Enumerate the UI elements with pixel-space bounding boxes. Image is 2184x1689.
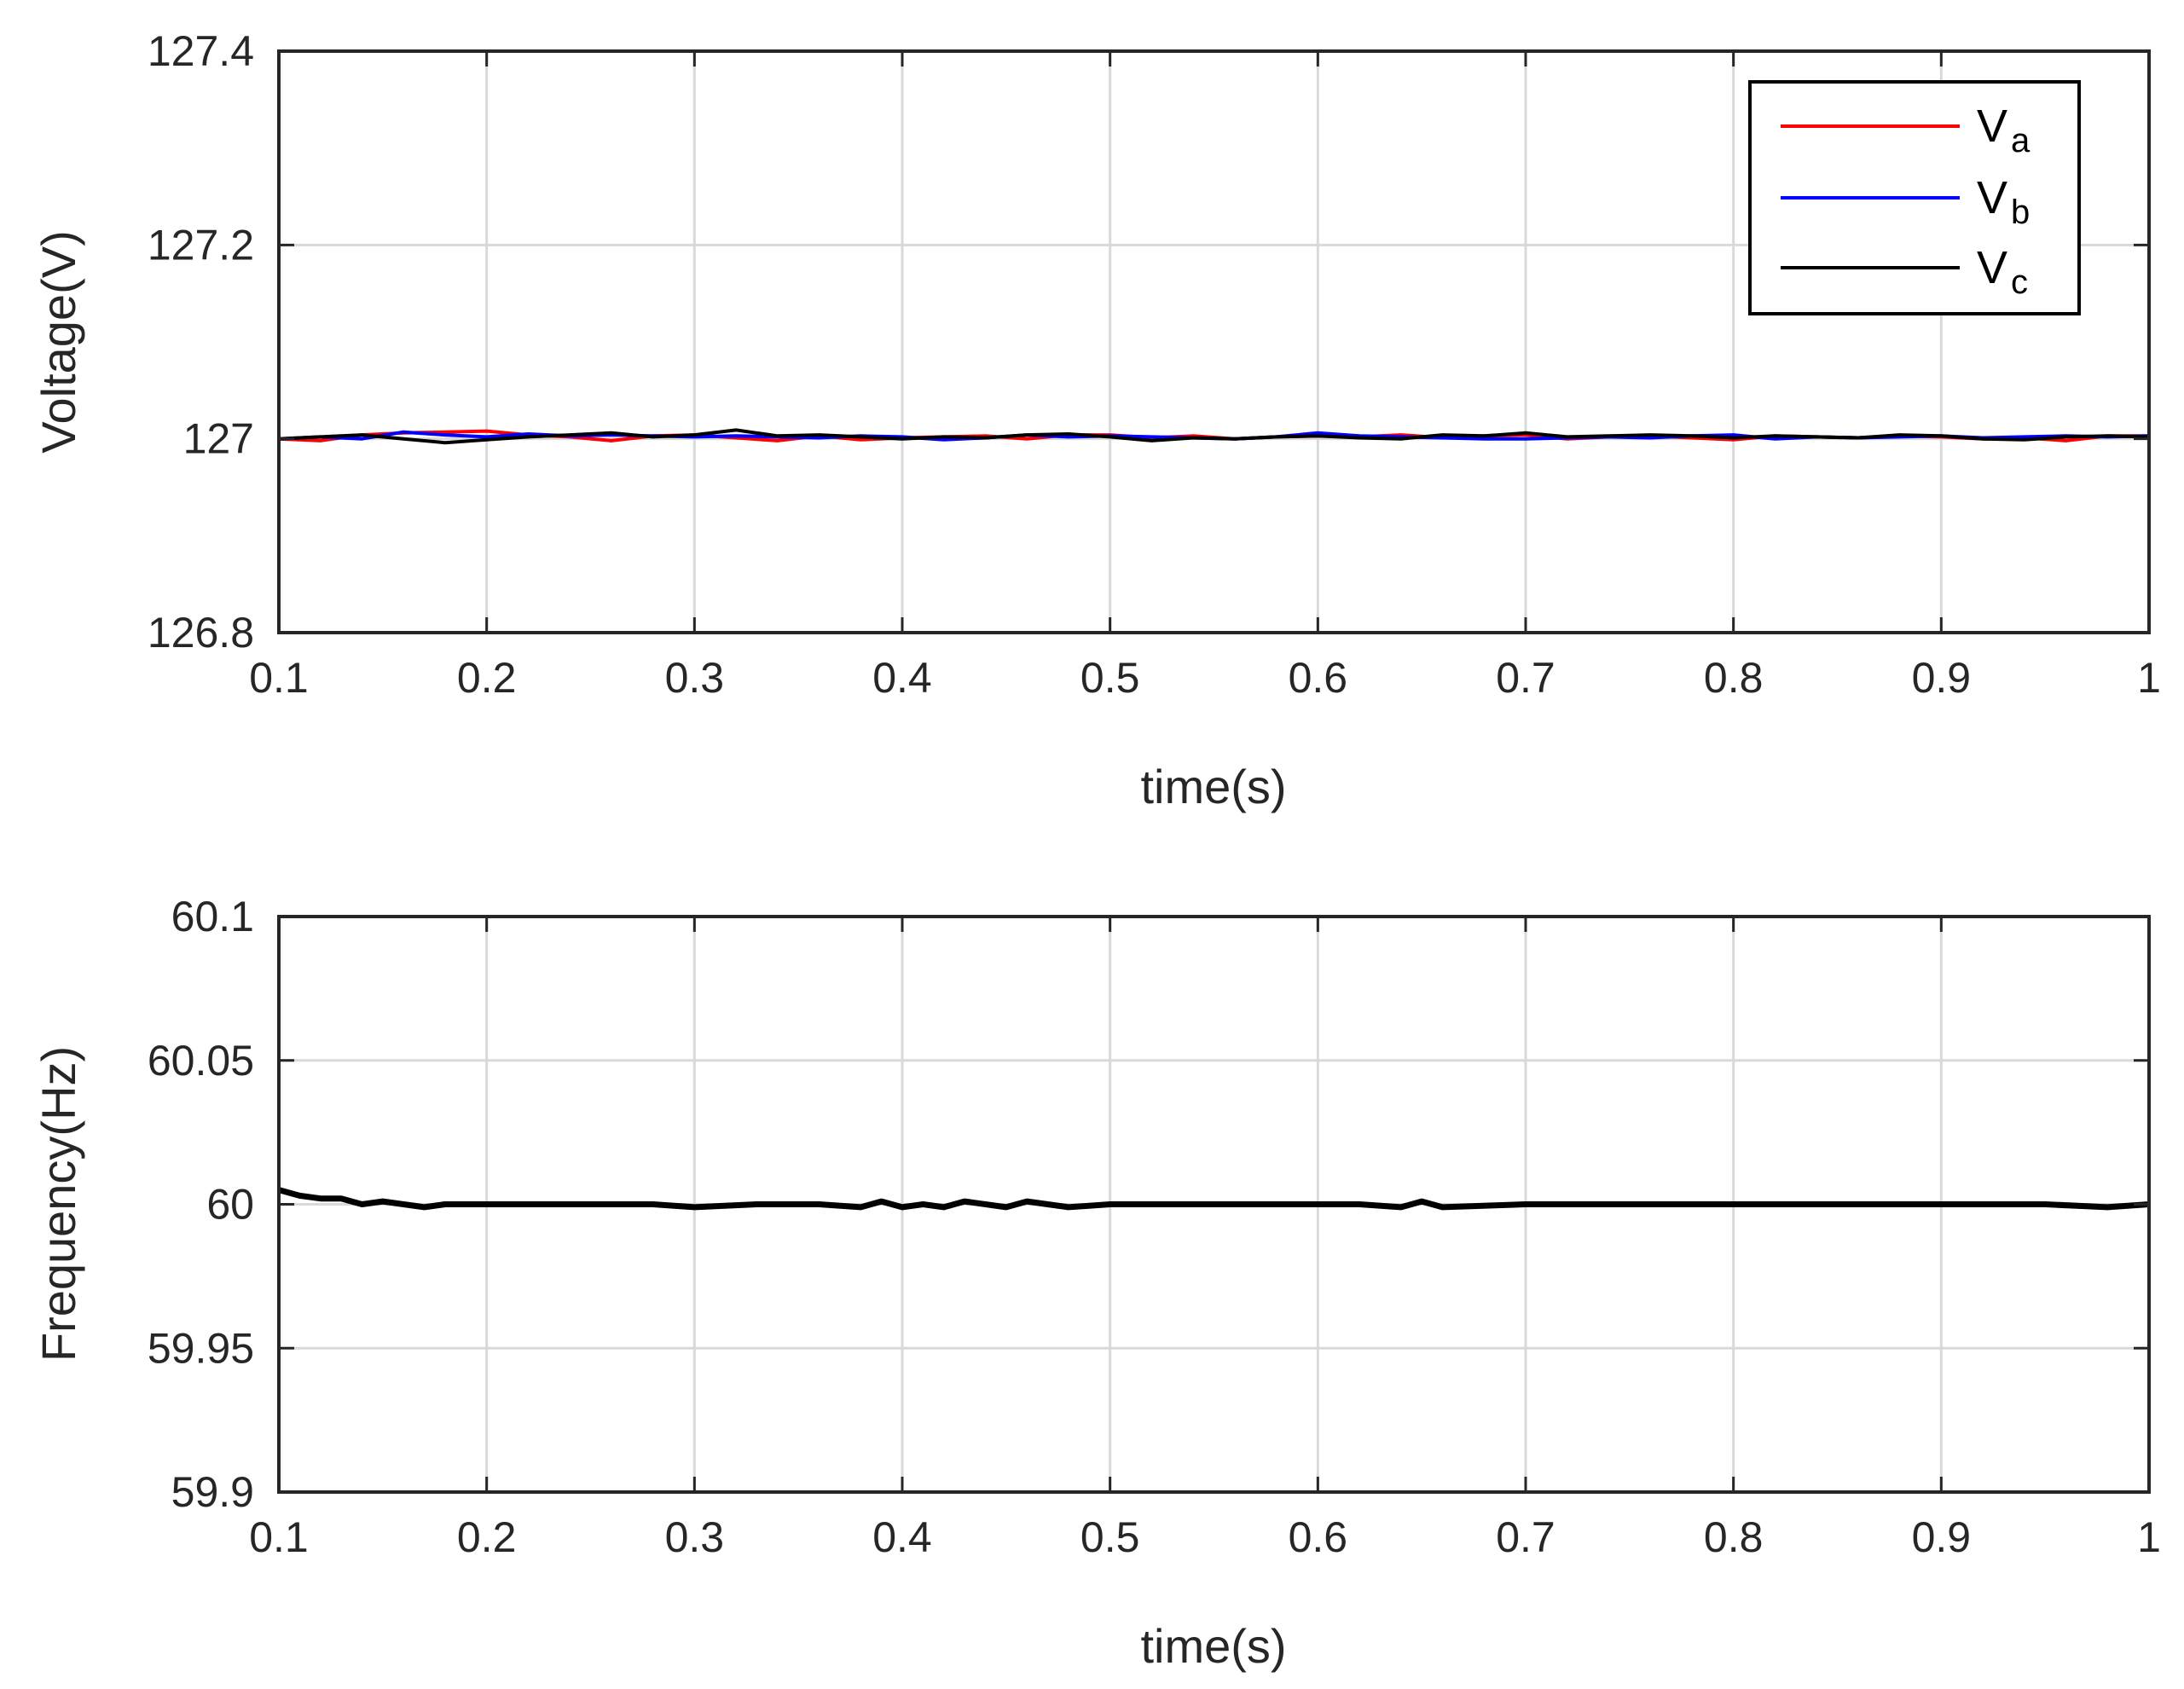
legend-sub-vc: c <box>2011 263 2028 301</box>
x-tick-label: 0.9 <box>1912 654 1972 702</box>
x-tick-label: 0.8 <box>1704 654 1764 702</box>
x-tick-label: 0.3 <box>665 1513 725 1561</box>
svg-text:Va: Va <box>1977 101 2030 159</box>
y-tick-label: 126.8 <box>148 609 254 657</box>
svg-text:Vb: Vb <box>1977 172 2030 231</box>
x-tick-label: 0.7 <box>1496 654 1555 702</box>
legend-sub-vb: b <box>2011 194 2030 231</box>
legend-label-vb: V <box>1977 172 2007 223</box>
series-line-vc <box>278 428 2150 445</box>
frequency-series <box>278 1187 2150 1211</box>
frequency-y-axis-label: Frequency(Hz) <box>32 1046 85 1362</box>
voltage-axes-box <box>277 49 2151 634</box>
frequency-chart: 0.1 0.2 0.3 0.4 0.5 0.6 0.7 0.8 0.9 1 59.9 59.95 60 6… <box>32 893 2161 1673</box>
y-tick-label: 59.95 <box>148 1324 254 1372</box>
voltage-ticks: 0.1 0.2 0.3 0.4 0.5 0.6 0.7 0.8 0.9 1 126.8 127 127.… <box>148 27 2161 702</box>
y-tick-label: 127.2 <box>148 221 254 269</box>
frequency-line <box>278 1187 2150 1211</box>
x-tick-label: 0.1 <box>249 1513 309 1561</box>
x-tick-label: 1 <box>2137 1513 2161 1561</box>
x-tick-label: 0.8 <box>1704 1513 1764 1561</box>
y-tick-label: 60 <box>206 1181 254 1229</box>
x-tick-label: 0.5 <box>1080 1513 1140 1561</box>
x-tick-label: 0.1 <box>249 654 309 702</box>
x-tick-label: 0.7 <box>1496 1513 1555 1561</box>
y-tick-label: 59.9 <box>171 1468 254 1516</box>
x-tick-label: 0.9 <box>1912 1513 1972 1561</box>
y-tick-label: 127.4 <box>148 27 254 75</box>
y-tick-label: 60.05 <box>148 1037 254 1085</box>
x-tick-label: 0.4 <box>872 1513 932 1561</box>
x-tick-label: 0.2 <box>457 1513 517 1561</box>
legend-sub-va: a <box>2011 122 2030 159</box>
voltage-series <box>278 428 2150 445</box>
svg-text:Vc: Vc <box>1977 242 2028 301</box>
voltage-y-axis-label: Voltage(V) <box>32 230 85 454</box>
legend-label-va: V <box>1977 101 2007 152</box>
frequency-ticks: 0.1 0.2 0.3 0.4 0.5 0.6 0.7 0.8 0.9 1 59.9 59.95 60 6… <box>148 893 2161 1561</box>
voltage-chart: 0.1 0.2 0.3 0.4 0.5 0.6 0.7 0.8 0.9 1 126.8 127 127.… <box>32 27 2161 813</box>
y-tick-label: 60.1 <box>171 893 254 940</box>
x-tick-label: 0.4 <box>872 654 932 702</box>
x-tick-label: 0.2 <box>457 654 517 702</box>
x-tick-label: 0.5 <box>1080 654 1140 702</box>
x-tick-label: 0.6 <box>1289 1513 1348 1561</box>
x-tick-label: 1 <box>2137 654 2161 702</box>
x-tick-label: 0.6 <box>1289 654 1348 702</box>
legend-label-vc: V <box>1977 242 2007 293</box>
y-tick-label: 127 <box>183 415 254 463</box>
x-tick-label: 0.3 <box>665 654 725 702</box>
voltage-x-axis-label: time(s) <box>1140 760 1286 813</box>
frequency-x-axis-label: time(s) <box>1140 1619 1286 1673</box>
